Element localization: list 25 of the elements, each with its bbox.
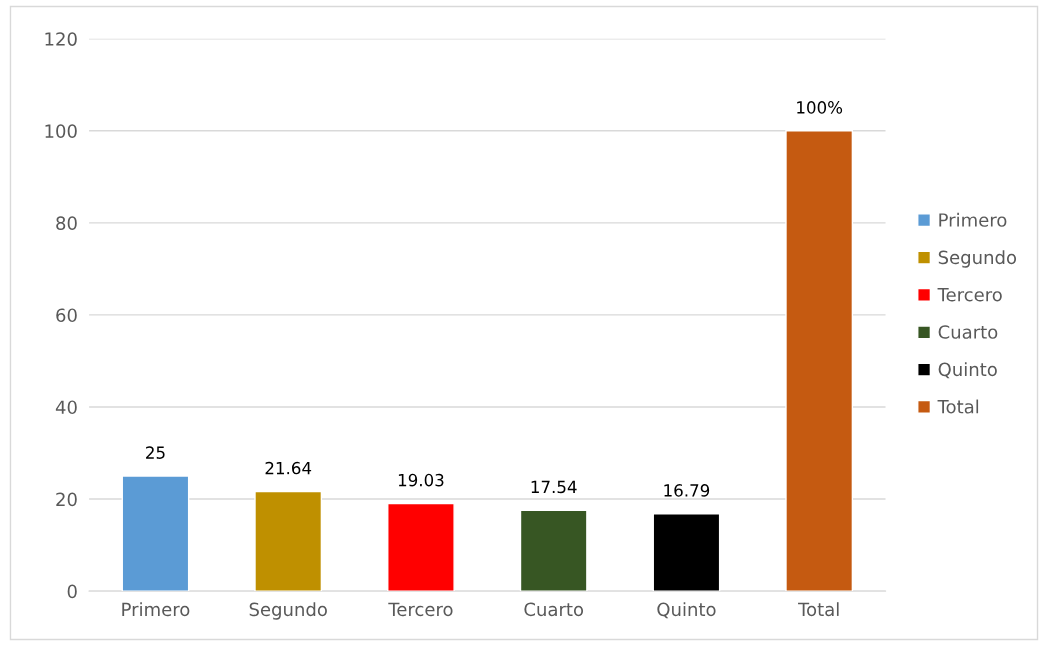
- x-tick-label: Primero: [122, 602, 190, 617]
- y-tick-label: 0: [67, 584, 77, 599]
- y-tick-label: 20: [56, 492, 77, 507]
- legend-label: Segundo: [938, 250, 1017, 268]
- legend-label: Total: [937, 399, 979, 414]
- y-tick-label: 120: [45, 32, 77, 46]
- y-tick-label: 100: [45, 124, 77, 138]
- data-label: 17.54: [531, 480, 577, 494]
- legend-label: Cuarto: [938, 325, 998, 339]
- x-tick-label: Tercero: [388, 602, 453, 617]
- y-tick-label: 40: [55, 400, 77, 415]
- data-label: 16.79: [664, 484, 710, 497]
- y-tick-label: 60: [56, 308, 77, 323]
- x-tick-label: Cuarto: [524, 602, 584, 617]
- legend-label: Tercero: [937, 288, 1002, 302]
- y-tick-label: 80: [56, 216, 77, 230]
- x-tick-label: Total: [798, 602, 839, 617]
- legend-label: Primero: [939, 212, 1007, 227]
- x-tick-label: Quinto: [657, 602, 716, 619]
- x-tick-label: Segundo: [249, 602, 327, 620]
- data-label: 19.03: [398, 473, 444, 487]
- data-label: 21.64: [265, 461, 312, 475]
- legend-label: Quinto: [938, 362, 997, 379]
- data-label: 25: [146, 446, 165, 459]
- data-label: 100%: [797, 101, 843, 114]
